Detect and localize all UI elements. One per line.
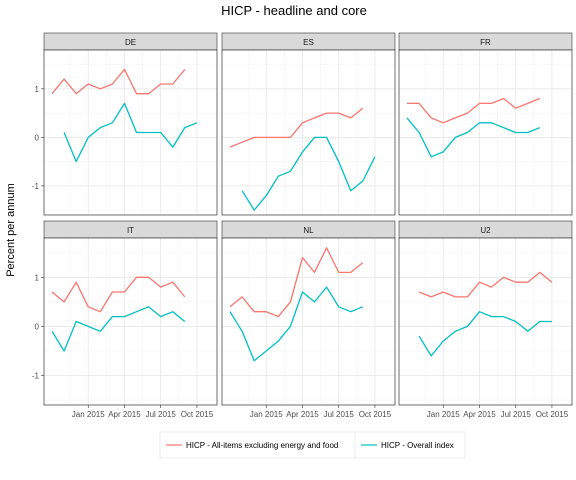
facet-strip-label: ES: [303, 38, 314, 47]
facet-border: [221, 237, 396, 406]
series-line-core: [51, 68, 186, 95]
series-line-core: [51, 276, 186, 313]
x-tick-label: Oct 2015: [536, 410, 569, 419]
y-tick-label: -1: [32, 372, 40, 381]
series-line-overall: [229, 286, 364, 362]
facet-strip-label: IT: [127, 226, 134, 235]
y-tick-label: 0: [35, 322, 40, 331]
x-tick-label: Oct 2015: [359, 410, 392, 419]
x-tick-label: Apr 2015: [108, 410, 141, 419]
legend-key-box-core: [159, 431, 357, 459]
x-tick-label: Jan 2015: [250, 410, 283, 419]
x-tick-label: Jul 2015: [501, 410, 532, 419]
series-line-overall: [51, 306, 186, 352]
series-line-core: [229, 247, 364, 318]
legend: HICP - All-items excluding energy and fo…: [159, 431, 466, 459]
facet-strip-label: NL: [303, 226, 314, 235]
legend-label-core: HICP - All-items excluding energy and fo…: [186, 441, 338, 450]
facet-border: [221, 49, 396, 216]
facet-border: [398, 49, 573, 216]
x-tick-label: Jul 2015: [146, 410, 177, 419]
facet-strip-label: U2: [480, 226, 491, 235]
legend-label-overall: HICP - Overall index: [381, 441, 454, 450]
x-tick-label: Apr 2015: [463, 410, 496, 419]
y-tick-label: 1: [35, 85, 40, 94]
facet-strip-label: FR: [480, 38, 491, 47]
facet-plot-area: [44, 50, 217, 215]
facet-panel-de: DE 1 0 -1: [32, 32, 218, 216]
facet-border: [43, 237, 218, 406]
x-tick-label: Jul 2015: [324, 410, 355, 419]
chart-title: HICP - headline and core: [221, 3, 367, 18]
series-line-core: [229, 107, 364, 148]
x-tick-label: Jan 2015: [427, 410, 460, 419]
facet-plot-area: [222, 50, 395, 215]
y-axis-title: Percent per annum: [5, 183, 17, 277]
series-line-overall: [63, 102, 198, 163]
facet-plot-area: [399, 50, 572, 215]
x-tick-label: Jan 2015: [72, 410, 105, 419]
facet-panel-u2: U2 Jan 2015 Apr 2015 Jul 2015 Oct 2015: [398, 220, 573, 419]
facet-panel-it: IT 1 0 -1 Jan 2015 Apr 2015 Jul 2015 Oct 2015: [32, 220, 218, 419]
x-tick-label: Apr 2015: [286, 410, 319, 419]
x-tick-label: Oct 2015: [181, 410, 214, 419]
facet-border: [43, 49, 218, 216]
y-tick-label: -1: [32, 182, 40, 191]
facet-panel-fr: FR: [398, 32, 573, 216]
facet-border: [398, 237, 573, 406]
facet-panel-nl: NL Jan 2015 Apr 2015 Jul 2015 Oct 2015: [221, 220, 396, 419]
series-line-core: [418, 271, 553, 298]
series-line-overall: [406, 117, 541, 158]
series-line-core: [407, 97, 541, 124]
facet-strip-label: DE: [125, 38, 136, 47]
series-line-overall: [241, 136, 376, 211]
facet-plot-area: [44, 238, 217, 405]
y-tick-label: 0: [35, 133, 40, 142]
y-tick-label: 1: [35, 273, 40, 282]
series-line-overall: [418, 311, 552, 357]
facet-panel-es: ES: [221, 32, 396, 216]
